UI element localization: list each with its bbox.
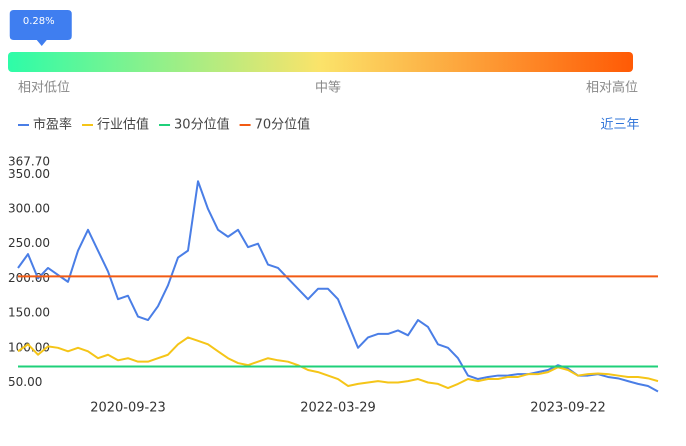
- y-tick-label: 300.00: [8, 201, 50, 215]
- legend-label: 行业估值: [97, 117, 149, 133]
- gauge-badge: [9, 10, 72, 46]
- gauge-mid: 中等: [315, 80, 341, 96]
- y-tick-label: 200.00: [8, 271, 50, 285]
- x-tick-label: 2023-09-22: [530, 401, 606, 416]
- series-line: [17, 180, 659, 393]
- legend-label: 30分位值: [174, 117, 230, 133]
- legend-label: 市盈率: [33, 117, 72, 133]
- y-tick-label: 100.00: [8, 340, 50, 354]
- y-tick-label: 50.00: [8, 375, 42, 389]
- x-tick-label: 2022-03-29: [300, 401, 376, 416]
- y-tick-label: 250.00: [8, 236, 50, 250]
- period-button[interactable]: 近三年: [600, 118, 639, 133]
- gauge-high: 相对高位: [586, 80, 638, 96]
- legend-label: 70分位值: [255, 117, 311, 133]
- gauge-label: 0.28%: [23, 16, 55, 27]
- y-tick-label: 350.00: [8, 167, 50, 181]
- y-tick-label: 150.00: [8, 306, 50, 320]
- series-line: [17, 336, 659, 390]
- x-tick-label: 2020-09-23: [90, 401, 166, 416]
- y-tick-label: 367.70: [8, 155, 50, 169]
- gauge-bar: [8, 52, 633, 72]
- gauge-low: 相对低位: [18, 81, 70, 96]
